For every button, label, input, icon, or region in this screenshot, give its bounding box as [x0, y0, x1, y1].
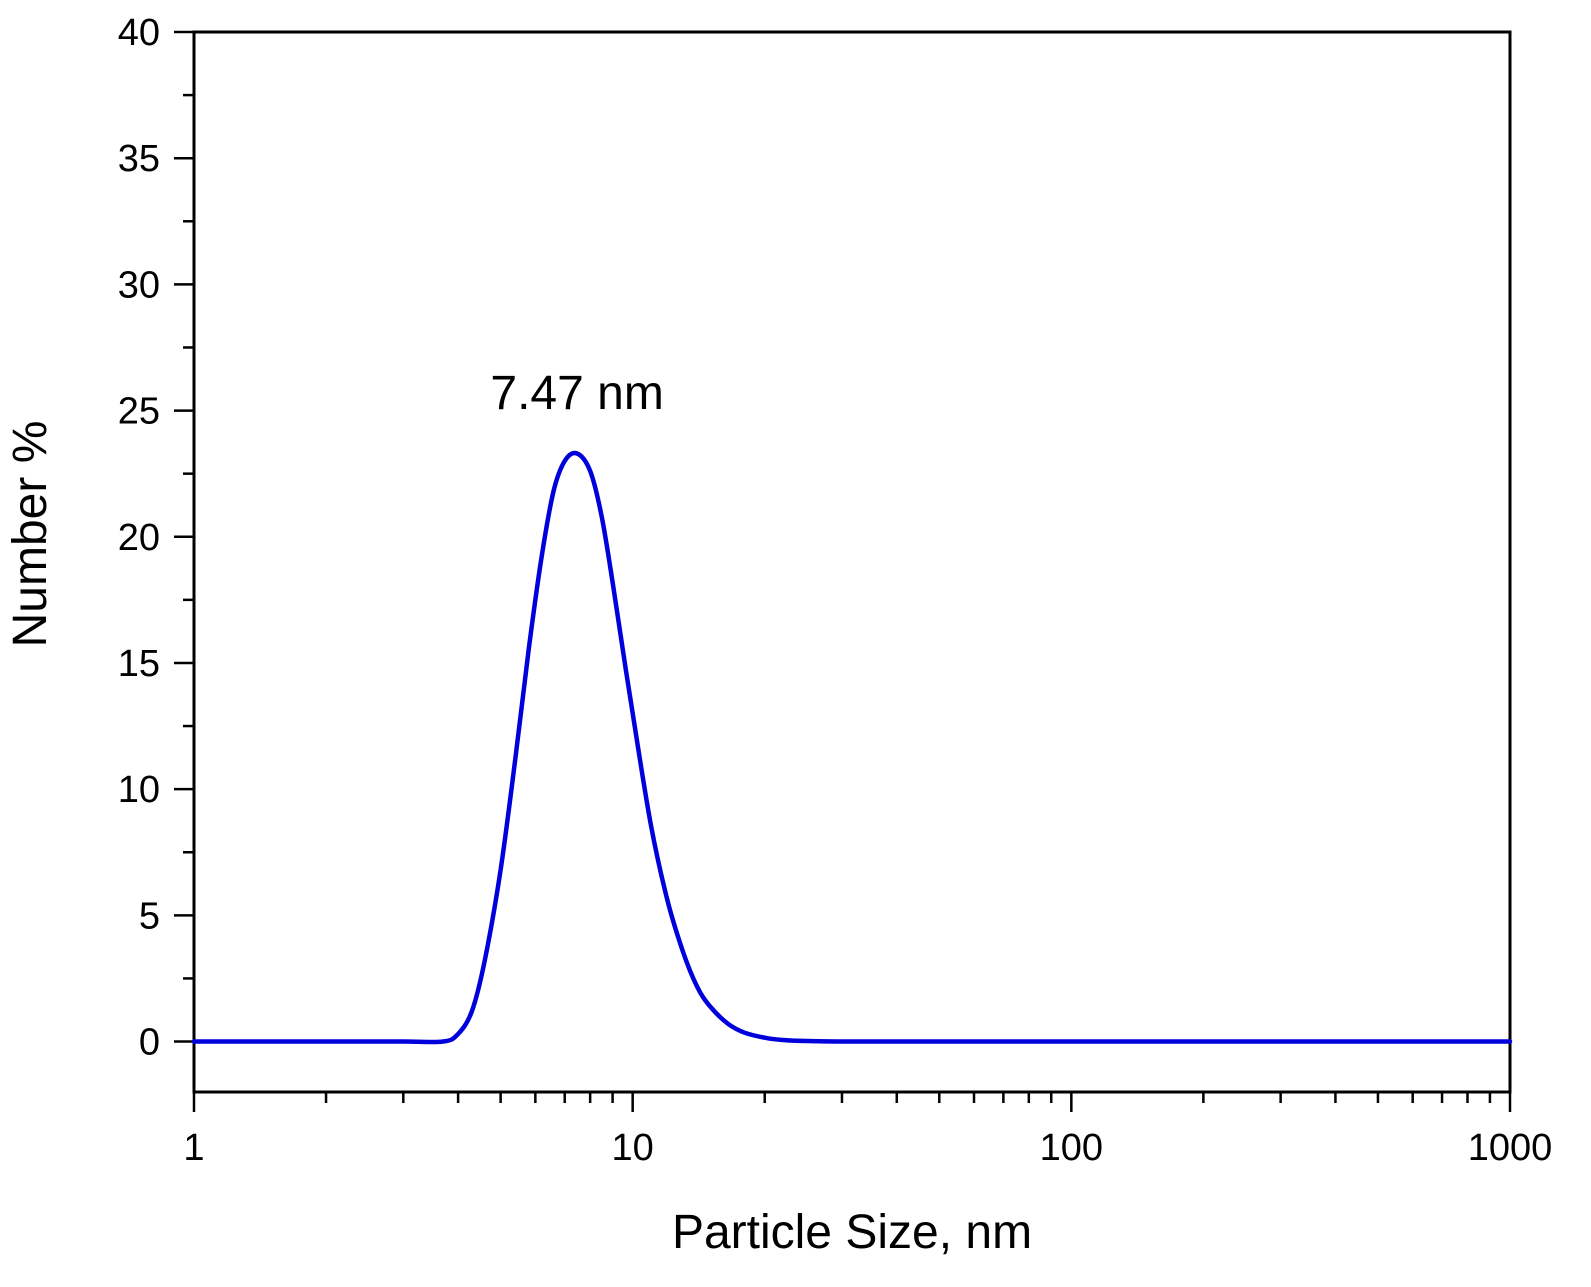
y-tick-label: 20 [118, 517, 160, 559]
x-tick-label: 100 [1040, 1127, 1103, 1169]
y-tick-label: 30 [118, 264, 160, 306]
peak-annotation: 7.47 nm [490, 367, 663, 420]
x-tick-label: 10 [612, 1127, 654, 1169]
x-axis-title: Particle Size, nm [672, 1206, 1032, 1259]
plot-frame [192, 30, 1512, 1094]
y-tick-label: 25 [118, 391, 160, 433]
y-tick-label: 40 [118, 12, 160, 54]
x-tick-label: 1000 [1468, 1127, 1553, 1169]
y-tick-label: 0 [139, 1022, 160, 1064]
y-axis-title: Number % [4, 421, 57, 648]
x-tick-label: 1 [183, 1127, 204, 1169]
y-axis-ticks [174, 30, 194, 1043]
y-tick-label: 10 [118, 769, 160, 811]
y-tick-label: 15 [118, 643, 160, 685]
x-axis-tick-labels: 1 10 100 1000 [183, 1127, 1552, 1169]
y-tick-label: 5 [139, 895, 160, 937]
x-axis-ticks [192, 1092, 1512, 1112]
y-tick-label: 35 [118, 138, 160, 180]
size-distribution-line [191, 450, 1513, 1045]
y-axis-tick-labels: 0 5 10 15 20 25 30 35 40 [118, 12, 160, 1064]
